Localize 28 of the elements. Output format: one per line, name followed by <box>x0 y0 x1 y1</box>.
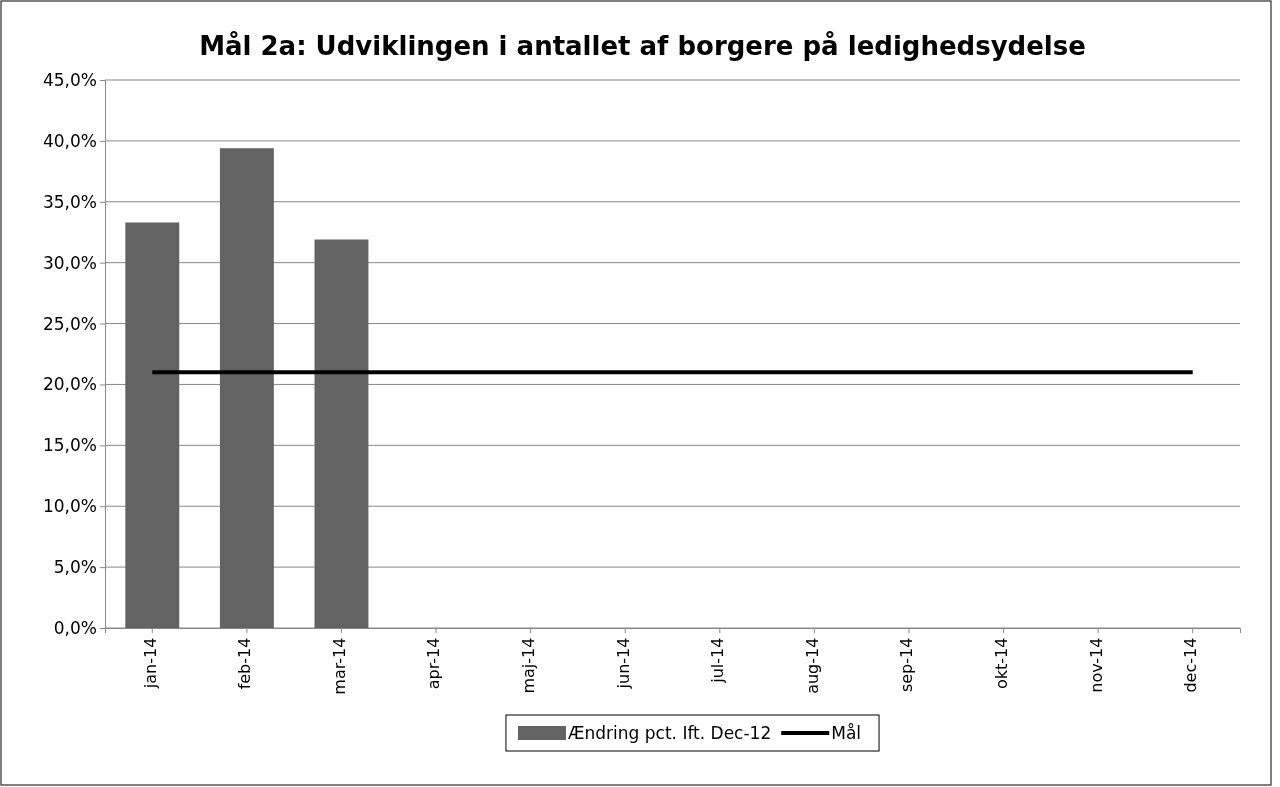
bar <box>125 222 180 628</box>
legend-label: Mål <box>831 722 862 743</box>
x-tick-label: maj-14 <box>519 637 539 694</box>
legend-label: Ændring pct. Ift. Dec-12 <box>567 722 772 743</box>
chart-title: Mål 2a: Udviklingen i antallet af borgere på ledighedsydelse <box>199 30 1086 61</box>
x-tick-label: jan-14 <box>140 637 160 690</box>
bar <box>219 148 274 628</box>
y-tick-label: 40,0% <box>42 130 97 151</box>
y-tick-label: 10,0% <box>42 496 97 517</box>
x-tick-label: aug-14 <box>802 637 822 694</box>
y-tick-label: 0,0% <box>53 617 97 638</box>
x-tick-label: jul-14 <box>708 637 728 684</box>
x-tick-label: sep-14 <box>897 637 917 693</box>
x-tick-label: dec-14 <box>1181 637 1201 693</box>
y-tick-label: 20,0% <box>42 374 97 395</box>
x-tick-label: nov-14 <box>1086 637 1106 693</box>
y-tick-label: 35,0% <box>42 191 97 212</box>
bar <box>314 239 369 628</box>
x-tick-label: apr-14 <box>424 637 444 690</box>
y-tick-label: 5,0% <box>53 557 97 578</box>
x-tick-label: jun-14 <box>613 637 633 690</box>
y-tick-label: 45,0% <box>42 69 97 90</box>
y-tick-label: 25,0% <box>42 313 97 334</box>
y-tick-label: 30,0% <box>42 252 97 273</box>
x-tick-label: mar-14 <box>329 637 349 695</box>
y-tick-label: 15,0% <box>42 435 97 456</box>
x-tick-label: okt-14 <box>991 637 1011 690</box>
x-tick-label: feb-14 <box>235 637 255 690</box>
